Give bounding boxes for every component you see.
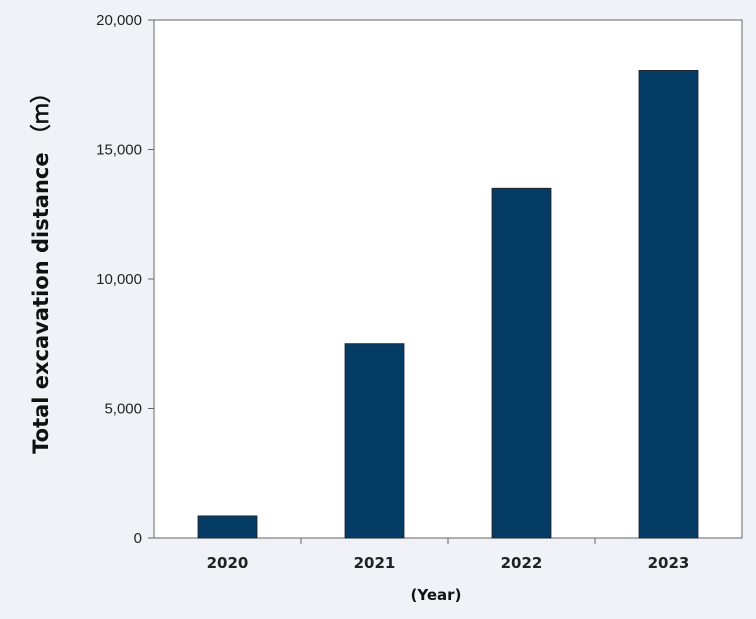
y-tick-label: 20,000	[96, 12, 142, 29]
bar-2022	[491, 187, 552, 539]
y-tick-label: 10,000	[96, 271, 142, 288]
y-tick-label: 15,000	[96, 142, 142, 159]
bars	[197, 70, 699, 539]
x-axis-title: (Year)	[411, 586, 462, 604]
x-tick-label: 2023	[648, 554, 690, 572]
bar-2023	[638, 70, 699, 539]
y-tick-label: 5,000	[104, 401, 142, 418]
x-tick-label: 2020	[207, 554, 249, 572]
y-tick-label: 0	[134, 530, 142, 547]
y-axis: 0 5,000 10,000 15,000 20,000	[96, 12, 154, 547]
bar-2020	[197, 515, 258, 539]
x-tick-label: 2022	[501, 554, 543, 572]
bar-2021	[344, 343, 405, 539]
x-axis: 2020 2021 2022 2023	[207, 538, 690, 572]
y-axis-title: Total excavation distance （ｍ）	[29, 82, 53, 454]
x-tick-label: 2021	[354, 554, 396, 572]
